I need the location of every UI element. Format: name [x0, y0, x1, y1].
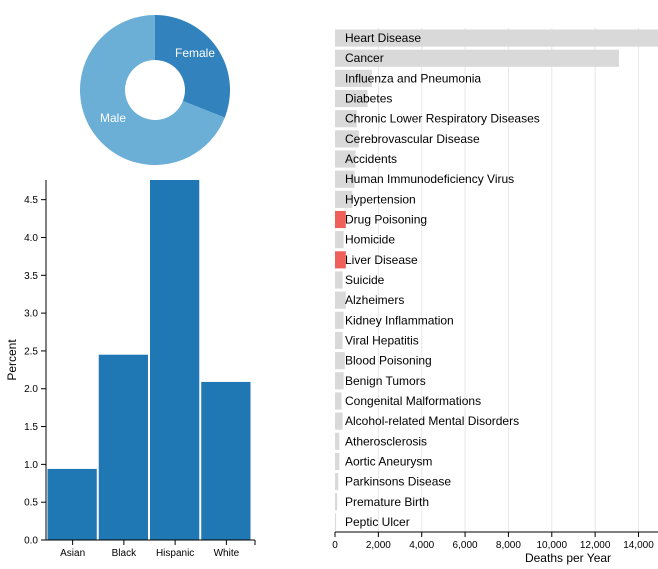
race-x-tick-label: Hispanic — [156, 548, 194, 559]
cause-label: Diabetes — [345, 92, 392, 106]
cause-bar-alzheimers[interactable] — [335, 291, 346, 309]
causes-x-tick-label: 8,000 — [496, 540, 521, 551]
race-y-axis-title: Percent — [5, 339, 19, 381]
causes-x-tick-label: 4,000 — [409, 540, 434, 551]
cause-bar-premature-birth[interactable] — [335, 493, 338, 511]
cause-label: Alzheimers — [345, 293, 404, 307]
cause-label: Homicide — [345, 233, 395, 247]
race-bar-chart: 0.0 0.5 1.0 1.5 2.0 2.5 3.0 3.5 4.0 4.5 Asian Blac… — [5, 180, 256, 559]
cause-label: Kidney Inflammation — [345, 313, 454, 327]
donut-slice-male[interactable] — [79, 15, 225, 166]
race-x-tick-label: Black — [112, 548, 137, 559]
cause-bar-peptic-ulcer[interactable] — [335, 513, 337, 531]
causes-x-tick-label: 12,000 — [580, 540, 611, 551]
cause-label: Drug Poisoning — [345, 213, 427, 227]
cause-label: Aortic Aneurysm — [345, 454, 432, 468]
cause-bar-chronic-lower-respiratory-diseases[interactable] — [335, 110, 357, 128]
cause-bar-suicide[interactable] — [335, 271, 343, 289]
race-y-tick-label: 2.5 — [24, 346, 38, 357]
cause-label: Hypertension — [345, 192, 416, 206]
cause-label: Alcohol-related Mental Disorders — [345, 414, 519, 428]
cause-bar-accidents[interactable] — [335, 150, 356, 168]
causes-x-tick-label: 2,000 — [366, 540, 391, 551]
race-y-tick-label: 3.0 — [24, 309, 38, 320]
race-y-tick-label: 0.0 — [24, 536, 38, 547]
cause-label: Atherosclerosis — [345, 434, 427, 448]
causes-x-axis: 0 2,000 4,000 6,000 8,000 10,000 12,000 14,000 — [332, 531, 658, 551]
causes-gridlines — [377, 28, 639, 537]
donut-label-male: Male — [100, 111, 126, 125]
cause-bar-liver-disease[interactable] — [335, 251, 346, 269]
cause-label: Peptic Ulcer — [345, 515, 410, 529]
cause-bar-atherosclerosis[interactable] — [335, 432, 340, 450]
race-y-axis: 0.0 0.5 1.0 1.5 2.0 2.5 3.0 3.5 4.0 4.5 — [24, 180, 47, 547]
cause-bar-influenza-and-pneumonia[interactable] — [335, 69, 372, 87]
race-bar-asian[interactable] — [47, 468, 97, 540]
cause-bar-benign-tumors[interactable] — [335, 372, 344, 390]
cause-label: Viral Hepatitis — [345, 333, 419, 347]
cause-bar-viral-hepatitis[interactable] — [335, 331, 343, 350]
cause-label: Cerebrovascular Disease — [345, 132, 480, 146]
cause-label: Premature Birth — [345, 495, 429, 509]
race-x-tick-label: White — [214, 548, 240, 559]
cause-bar-blood-poisoning[interactable] — [335, 352, 345, 370]
cause-label: Influenza and Pneumonia — [345, 71, 481, 85]
cause-label: Heart Disease — [345, 31, 421, 45]
race-y-tick-label: 0.5 — [24, 498, 38, 509]
cause-bar-drug-poisoning[interactable] — [335, 210, 346, 229]
cause-label: Blood Poisoning — [345, 354, 432, 368]
cause-bar-hypertension[interactable] — [335, 190, 353, 208]
cause-label: Human Immunodeficiency Virus — [345, 172, 514, 186]
race-x-axis: Asian Black Hispanic White — [46, 539, 256, 559]
cause-label: Suicide — [345, 273, 385, 287]
causes-bar-chart: Heart Disease Cancer Influenza and Pneumon… — [332, 28, 658, 565]
cause-bar-cancer[interactable] — [335, 49, 619, 67]
cause-bar-heart-disease[interactable] — [335, 29, 658, 47]
cause-bar-alcohol-related-mental-disorders[interactable] — [335, 412, 343, 430]
cause-label: Parkinsons Disease — [345, 475, 451, 489]
causes-x-tick-label: 10,000 — [536, 540, 567, 551]
cause-bar-diabetes[interactable] — [335, 89, 368, 108]
cause-bar-human-immunodeficiency-virus[interactable] — [335, 170, 355, 188]
cause-bar-cerebrovascular-disease[interactable] — [335, 130, 359, 148]
causes-x-tick-label: 6,000 — [453, 540, 478, 551]
race-bar-black[interactable] — [98, 354, 148, 540]
cause-label: Liver Disease — [345, 253, 418, 267]
race-y-tick-label: 1.5 — [24, 422, 38, 433]
causes-x-axis-title: Deaths per Year — [525, 551, 611, 565]
race-y-tick-label: 4.5 — [24, 195, 38, 206]
cause-label: Chronic Lower Respiratory Diseases — [345, 112, 540, 126]
race-y-tick-label: 2.0 — [24, 384, 38, 395]
donut-label-female: Female — [175, 46, 215, 60]
cause-bar-congenital-malformations[interactable] — [335, 392, 342, 410]
cause-bar-homicide[interactable] — [335, 231, 344, 249]
race-y-tick-label: 3.5 — [24, 271, 38, 282]
race-y-tick-label: 4.0 — [24, 233, 38, 244]
gender-donut-chart: Female Male — [79, 15, 230, 166]
causes-x-tick-label: 0 — [332, 540, 338, 551]
race-bar-white[interactable] — [201, 381, 251, 540]
cause-label: Cancer — [345, 51, 384, 65]
race-x-tick-label: Asian — [60, 548, 85, 559]
cause-bar-aortic-aneurysm[interactable] — [335, 452, 340, 471]
causes-x-tick-label: 14,000 — [623, 540, 654, 551]
cause-label: Benign Tumors — [345, 374, 426, 388]
cause-bar-parkinsons-disease[interactable] — [335, 473, 339, 491]
cause-label: Accidents — [345, 152, 397, 166]
race-bar-hispanic[interactable] — [150, 180, 200, 540]
donut-slice-female[interactable] — [155, 15, 230, 118]
cause-bar-kidney-inflammation[interactable] — [335, 311, 344, 329]
race-y-tick-label: 1.0 — [24, 460, 38, 471]
cause-label: Congenital Malformations — [345, 394, 481, 408]
